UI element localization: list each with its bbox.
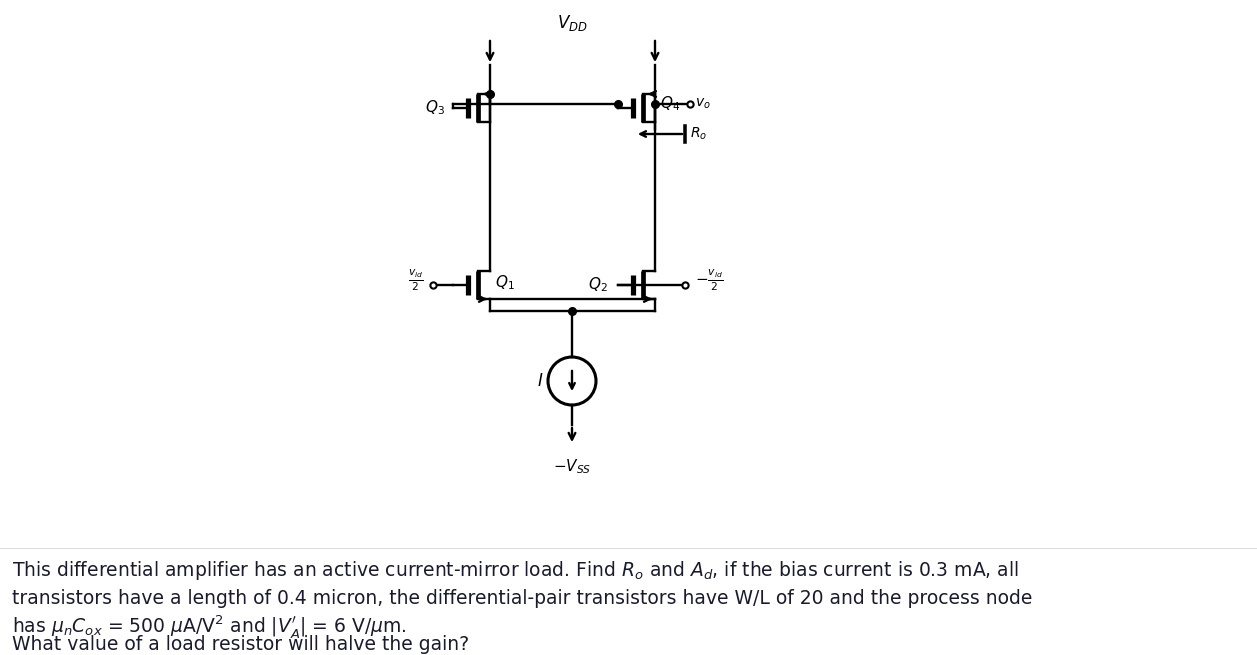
Text: $\frac{v_{id}}{2}$: $\frac{v_{id}}{2}$ [407,267,424,293]
Text: $R_o$: $R_o$ [690,126,708,142]
Text: $-V_{SS}$: $-V_{SS}$ [553,457,591,476]
Text: $-\frac{v_{id}}{2}$: $-\frac{v_{id}}{2}$ [695,267,723,293]
Text: $V_{DD}$: $V_{DD}$ [557,13,588,33]
Text: transistors have a length of 0.4 micron, the differential-pair transistors have : transistors have a length of 0.4 micron,… [13,588,1032,607]
Text: $Q_3$: $Q_3$ [425,99,445,117]
Text: $Q_1$: $Q_1$ [495,274,514,292]
Text: has $\mu_n C_{ox}$ = 500 $\mu$A/V$^2$ and |$V_A^\prime$| = 6 V/$\mu$m.: has $\mu_n C_{ox}$ = 500 $\mu$A/V$^2$ an… [13,612,406,639]
Text: What value of a load resistor will halve the gain?: What value of a load resistor will halve… [13,635,469,654]
Text: $I$: $I$ [537,372,543,390]
Text: $v_o$: $v_o$ [695,97,710,111]
Text: $Q_2$: $Q_2$ [588,276,608,294]
Text: This differential amplifier has an active current-mirror load. Find $R_o$ and $A: This differential amplifier has an activ… [13,559,1019,582]
Text: $Q_4$: $Q_4$ [660,95,680,113]
